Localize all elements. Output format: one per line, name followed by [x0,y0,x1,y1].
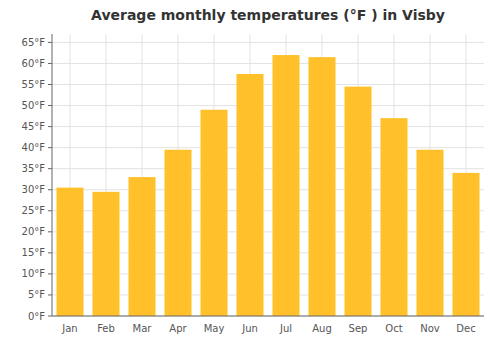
y-tick [48,63,52,64]
x-axis-line [52,316,484,317]
y-tick-label: 15°F [22,247,46,258]
x-tick-label: Feb [97,323,115,334]
y-tick-label: 10°F [22,268,46,279]
bar [417,150,444,316]
y-grid-line [52,316,484,317]
y-tick-label: 60°F [22,58,46,69]
x-tick-label: May [204,323,225,334]
x-tick-label: Jul [279,323,292,334]
x-tick-label: Apr [169,323,187,334]
y-grid-line [52,42,484,43]
bar [201,110,228,316]
bar [93,192,120,316]
y-tick [48,105,52,106]
y-tick-label: 35°F [22,163,46,174]
y-tick-label: 45°F [22,121,46,132]
chart-container: Average monthly temperatures (°F ) in Vi… [0,0,500,350]
bar [165,150,192,316]
y-tick [48,147,52,148]
chart-title: Average monthly temperatures (°F ) in Vi… [91,7,445,23]
y-tick-label: 55°F [22,79,46,90]
bar [345,87,372,316]
y-grid-line [52,84,484,85]
y-tick [48,126,52,127]
bar [57,188,84,316]
y-tick-label: 30°F [22,184,46,195]
bars [57,55,480,316]
bar [453,173,480,316]
y-tick-label: 40°F [22,142,46,153]
y-tick-label: 20°F [22,226,46,237]
bar [237,74,264,316]
x-tick-label: Aug [312,323,332,334]
x-tick-label: Mar [133,323,153,334]
x-tick-label: Sep [349,323,368,334]
bar [309,57,336,316]
y-tick [48,84,52,85]
chart-svg: Average monthly temperatures (°F ) in Vi… [0,0,500,350]
bar [129,177,156,316]
x-tick-label: Jun [241,323,258,334]
y-axis-line [52,34,53,316]
y-tick [48,273,52,274]
y-tick [48,210,52,211]
y-tick-label: 65°F [22,37,46,48]
y-grid-line [52,105,484,106]
grid [52,34,484,316]
y-grid-line [52,63,484,64]
y-tick [48,189,52,190]
y-tick [48,42,52,43]
y-tick-label: 0°F [28,311,45,322]
y-tick-label: 25°F [22,205,46,216]
bar [381,118,408,316]
x-tick-label: Nov [420,323,440,334]
bar [273,55,300,316]
x-tick-label: Dec [456,323,475,334]
y-tick-label: 5°F [28,289,45,300]
x-tick-label: Jan [61,323,77,334]
y-tick [48,231,52,232]
x-tick-label: Oct [385,323,402,334]
y-grid-line [52,147,484,148]
y-grid-line [52,126,484,127]
y-tick [48,252,52,253]
y-tick [48,168,52,169]
y-tick [48,294,52,295]
y-tick [48,316,52,317]
y-tick-label: 50°F [22,100,46,111]
